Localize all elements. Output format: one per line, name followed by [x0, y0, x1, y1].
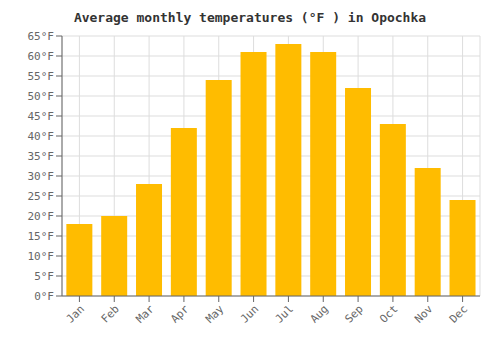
svg-text:15°F: 15°F — [28, 230, 55, 243]
svg-text:Apr: Apr — [168, 302, 192, 326]
svg-text:55°F: 55°F — [28, 70, 55, 83]
svg-text:35°F: 35°F — [28, 150, 55, 163]
svg-text:Jul: Jul — [273, 302, 296, 325]
svg-text:May: May — [203, 302, 227, 326]
svg-text:30°F: 30°F — [28, 170, 55, 183]
svg-text:60°F: 60°F — [28, 50, 55, 63]
svg-text:Oct: Oct — [377, 302, 400, 325]
svg-text:Sep: Sep — [342, 302, 365, 325]
svg-text:5°F: 5°F — [34, 270, 54, 283]
svg-text:20°F: 20°F — [28, 210, 55, 223]
svg-text:50°F: 50°F — [28, 90, 55, 103]
svg-text:10°F: 10°F — [28, 250, 55, 263]
svg-text:Mar: Mar — [133, 302, 157, 326]
svg-text:25°F: 25°F — [28, 190, 55, 203]
svg-text:Nov: Nov — [412, 302, 436, 326]
svg-text:40°F: 40°F — [28, 130, 55, 143]
svg-text:Jan: Jan — [64, 302, 87, 325]
svg-text:0°F: 0°F — [34, 290, 54, 303]
svg-text:Dec: Dec — [447, 302, 470, 325]
svg-text:65°F: 65°F — [28, 30, 55, 43]
svg-text:Feb: Feb — [99, 302, 122, 325]
svg-text:Aug: Aug — [308, 302, 331, 325]
svg-text:Jun: Jun — [238, 302, 261, 325]
svg-text:45°F: 45°F — [28, 110, 55, 123]
html-text:Average monthly temperatures (: Average monthly temperatures (°F ) in Op… — [73, 10, 427, 25]
